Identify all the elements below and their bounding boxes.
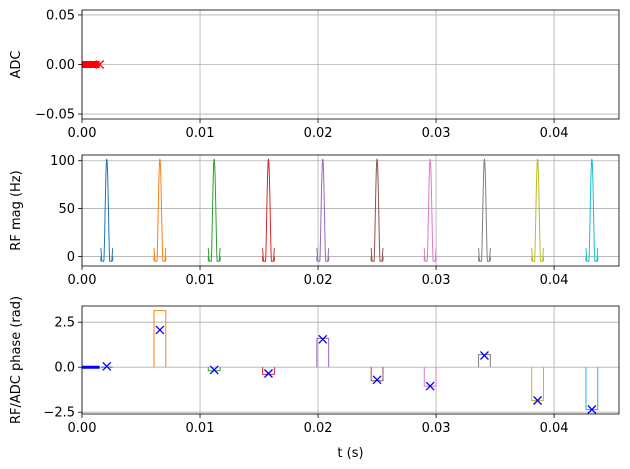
rf-pulse-line bbox=[585, 158, 599, 262]
rf-pulse-line bbox=[423, 158, 437, 262]
rf-phase-step bbox=[153, 310, 167, 368]
phase-marker bbox=[102, 361, 112, 371]
rf-pulse-line bbox=[370, 158, 384, 262]
y-axis-label: RF/ADC phase (rad) bbox=[9, 296, 24, 424]
phase-marker bbox=[318, 334, 328, 344]
rf-pulse-line bbox=[316, 158, 330, 262]
marker-stroke bbox=[95, 60, 105, 69]
y-axis-label: ADC bbox=[9, 51, 24, 79]
y-tick-label: 2.5 bbox=[54, 316, 75, 331]
y-tick-label: 0.00 bbox=[46, 58, 75, 73]
x-tick-label: 0.00 bbox=[68, 273, 97, 288]
rf-magnitude-panel: 0.00 0.01 0.02 0.03 0.04 100 50 0 RF mag (Hz) bbox=[9, 154, 620, 288]
rf-pulse-line bbox=[531, 158, 544, 262]
rf-phase-step bbox=[585, 367, 599, 410]
phase-marker bbox=[155, 325, 165, 335]
phase-marker bbox=[587, 405, 597, 414]
y-tick-label: 50 bbox=[58, 202, 75, 217]
rf-pulse-line bbox=[153, 158, 167, 262]
rf-pulse-line bbox=[207, 158, 221, 262]
x-tick-label: 0.01 bbox=[186, 421, 215, 436]
axes-frame bbox=[81, 305, 620, 415]
y-tick-label: 0.05 bbox=[46, 8, 75, 23]
rf-phase-step bbox=[423, 367, 437, 387]
marker-stroke bbox=[479, 351, 489, 360]
phase-marker bbox=[533, 396, 543, 405]
phase-marker bbox=[209, 365, 219, 375]
x-tick-label: 0.04 bbox=[540, 273, 569, 288]
rf-phase-step bbox=[531, 367, 544, 401]
rf-pulse-line bbox=[262, 158, 275, 262]
marker-stroke bbox=[372, 375, 382, 385]
x-tick-label: 0.01 bbox=[186, 126, 215, 141]
x-tick-label: 0.03 bbox=[422, 126, 451, 141]
x-tick-label: 0.00 bbox=[68, 421, 97, 436]
y-tick-label: 0.0 bbox=[54, 361, 75, 376]
marker-stroke bbox=[318, 334, 328, 344]
y-tick-label: −2.5 bbox=[43, 406, 75, 421]
rf-phase-step bbox=[478, 354, 491, 368]
x-tick-label: 0.04 bbox=[540, 421, 569, 436]
rf-adc-phase-panel: 0.00 0.01 0.02 0.03 0.04 2.5 0.0 −2.5 RF/ADC pha… bbox=[9, 296, 620, 461]
marker-stroke bbox=[264, 369, 273, 378]
x-tick-label: 0.04 bbox=[540, 126, 569, 141]
marker-stroke bbox=[425, 381, 435, 391]
y-axis-label: RF mag (Hz) bbox=[9, 170, 24, 250]
adc-panel: 0.00 0.01 0.02 0.03 0.04 0.05 0.00 −0.05 ADC bbox=[9, 8, 620, 141]
y-tick-label: 0 bbox=[67, 250, 75, 265]
axes-frame bbox=[81, 154, 620, 267]
phase-marker bbox=[372, 375, 382, 385]
adc-sample-marker bbox=[95, 60, 105, 69]
phase-marker bbox=[479, 351, 489, 360]
x-tick-label: 0.02 bbox=[304, 273, 333, 288]
marker-stroke bbox=[155, 325, 165, 335]
x-axis-label: t (s) bbox=[337, 446, 363, 461]
marker-stroke bbox=[533, 396, 543, 405]
rf-pulse-line bbox=[478, 158, 491, 262]
x-tick-label: 0.02 bbox=[304, 126, 333, 141]
x-tick-label: 0.01 bbox=[186, 273, 215, 288]
phase-marker bbox=[425, 381, 435, 391]
phase-marker bbox=[264, 369, 273, 378]
x-tick-label: 0.00 bbox=[68, 126, 97, 141]
x-tick-label: 0.03 bbox=[422, 273, 451, 288]
marker-stroke bbox=[587, 405, 597, 414]
y-tick-label: 100 bbox=[50, 154, 75, 169]
x-tick-label: 0.02 bbox=[304, 421, 333, 436]
rf-phase-step bbox=[370, 367, 384, 382]
axes-frame bbox=[81, 9, 620, 120]
marker-stroke bbox=[209, 365, 219, 375]
rf-pulse-line bbox=[100, 158, 114, 262]
y-tick-label: −0.05 bbox=[35, 108, 75, 123]
marker-stroke bbox=[102, 361, 112, 371]
x-tick-label: 0.03 bbox=[422, 421, 451, 436]
